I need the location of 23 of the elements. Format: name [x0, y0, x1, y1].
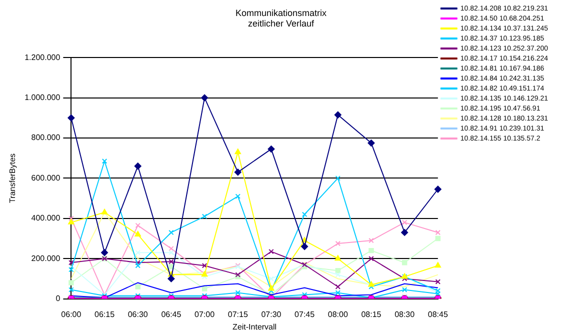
x-tick-label: 06:45	[161, 310, 182, 319]
y-tick-label: 200.000	[31, 254, 61, 263]
y-tick-label: 1.000.000	[24, 93, 61, 102]
y-tick-label: 1.200.000	[24, 52, 61, 62]
x-tick-label: 07:30	[261, 310, 282, 319]
y-tick-label: 400.000	[31, 214, 61, 223]
x-tick-label: 08:30	[394, 310, 416, 319]
x-tick-label: 07:00	[194, 310, 216, 319]
x-tick-label: 06:30	[128, 310, 148, 319]
chart-subtitle: zeitlicher Verlauf	[248, 18, 315, 29]
y-tick-label: 0	[56, 294, 61, 304]
x-tick-label: 08:45	[428, 310, 448, 319]
x-tick-label: 07:15	[228, 310, 248, 319]
x-tick-label: 08:15	[361, 310, 382, 319]
chart-title: Kommunikationsmatrix	[235, 8, 328, 18]
y-axis-title: TransferBytes	[8, 153, 18, 203]
x-tick-label: 07:45	[294, 310, 316, 319]
x-tick-label: 08:00	[328, 310, 348, 319]
y-tick-label: 800.000	[31, 133, 61, 142]
x-tick-label: 06:00	[61, 310, 82, 319]
y-tick-label: 600.000	[31, 173, 61, 182]
x-axis-title: Zeit-Intervall	[232, 322, 277, 332]
x-tick-label: 06:15	[94, 310, 116, 319]
